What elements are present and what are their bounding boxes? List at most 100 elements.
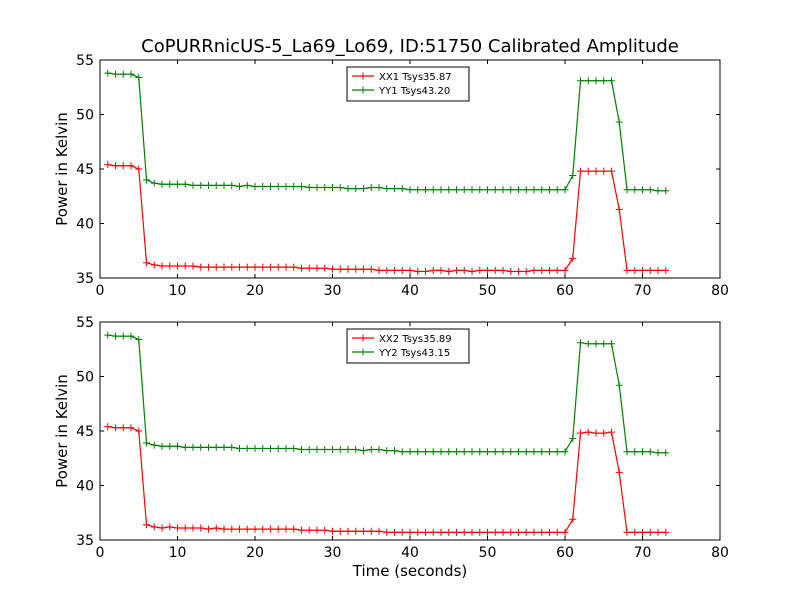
data-point	[360, 527, 367, 535]
data-point	[515, 186, 522, 194]
data-point	[166, 262, 174, 270]
data-point	[553, 528, 561, 536]
data-point	[352, 446, 360, 454]
data-point	[553, 186, 561, 194]
data-point	[197, 263, 205, 271]
data-point	[546, 448, 553, 456]
y-tick-label: 35	[76, 271, 94, 287]
data-point	[437, 528, 445, 536]
data-point	[445, 267, 453, 275]
y-tick-label: 45	[76, 424, 94, 440]
data-point	[584, 77, 592, 85]
y-tick-label: 40	[76, 217, 94, 233]
data-point	[429, 266, 437, 274]
data-point	[220, 525, 228, 533]
data-point	[212, 443, 220, 451]
data-point	[499, 186, 507, 194]
data-point	[577, 429, 584, 437]
data-point	[584, 167, 592, 175]
bottom-x-axis-label: Time (seconds)	[352, 562, 468, 580]
legend-box-1	[346, 66, 470, 102]
data-point	[150, 523, 158, 531]
data-point	[205, 443, 212, 451]
data-point	[189, 524, 197, 532]
data-point	[484, 266, 491, 274]
x-tick-label: 0	[96, 283, 105, 299]
data-point	[646, 528, 654, 536]
data-point	[429, 448, 437, 456]
data-point	[631, 448, 639, 456]
data-point	[422, 528, 429, 536]
data-point	[243, 444, 251, 452]
data-point	[166, 180, 174, 188]
data-point	[608, 428, 615, 436]
data-point	[414, 267, 422, 275]
plots-container: 0 10 20 30 40 50 60 70 80 35 40 45 50 55 Power in Kelv…	[53, 53, 729, 561]
data-point	[243, 263, 251, 271]
data-point	[600, 167, 608, 175]
data-point	[468, 186, 476, 194]
data-point	[507, 448, 515, 456]
data-point	[290, 525, 298, 533]
x-tick-label: 50	[479, 283, 497, 299]
data-point	[305, 446, 313, 454]
data-point	[460, 266, 468, 274]
data-point	[321, 446, 329, 454]
data-point	[569, 254, 577, 262]
x-tick-label: 40	[401, 283, 419, 299]
data-point	[212, 181, 220, 189]
data-point	[615, 381, 623, 389]
data-point	[313, 446, 321, 454]
legend-marker	[359, 334, 367, 342]
data-point	[538, 528, 546, 536]
data-point	[166, 523, 174, 531]
x-tick-label: 20	[246, 283, 264, 299]
y-tick-label: 35	[76, 533, 94, 549]
data-point	[530, 448, 538, 456]
data-point	[329, 184, 336, 192]
data-point	[313, 526, 321, 534]
data-point	[274, 525, 282, 533]
data-point	[143, 521, 150, 529]
data-point	[104, 161, 112, 169]
data-point	[530, 186, 538, 194]
data-point	[608, 167, 615, 175]
data-point	[344, 265, 352, 273]
data-point	[631, 186, 639, 194]
data-point	[639, 448, 646, 456]
data-point	[367, 446, 375, 454]
data-point	[267, 263, 274, 271]
y-tick-label: 55	[76, 315, 94, 331]
data-point	[639, 266, 646, 274]
data-point	[205, 263, 212, 271]
data-point	[600, 77, 608, 85]
data-point	[414, 528, 422, 536]
data-point	[499, 528, 507, 536]
data-point	[499, 266, 507, 274]
data-point	[437, 186, 445, 194]
data-point	[251, 263, 259, 271]
data-point	[282, 182, 290, 190]
data-point	[119, 424, 127, 432]
data-point	[406, 448, 414, 456]
data-point	[143, 439, 150, 447]
data-point	[398, 448, 406, 456]
data-point	[453, 448, 460, 456]
data-point	[398, 266, 406, 274]
data-point	[236, 182, 243, 190]
data-point	[561, 266, 569, 274]
data-point	[344, 446, 352, 454]
data-point	[484, 528, 491, 536]
data-point	[414, 186, 422, 194]
data-point	[507, 267, 515, 275]
data-point	[460, 186, 468, 194]
data-point	[212, 524, 220, 532]
data-point	[476, 186, 484, 194]
data-point	[391, 266, 398, 274]
legend-marker	[359, 348, 367, 356]
y-axis-label-2: Power in Kelvin	[53, 374, 71, 488]
data-point	[383, 266, 391, 274]
data-point	[321, 264, 329, 272]
y-tick-label: 45	[76, 162, 94, 178]
data-point	[375, 446, 383, 454]
